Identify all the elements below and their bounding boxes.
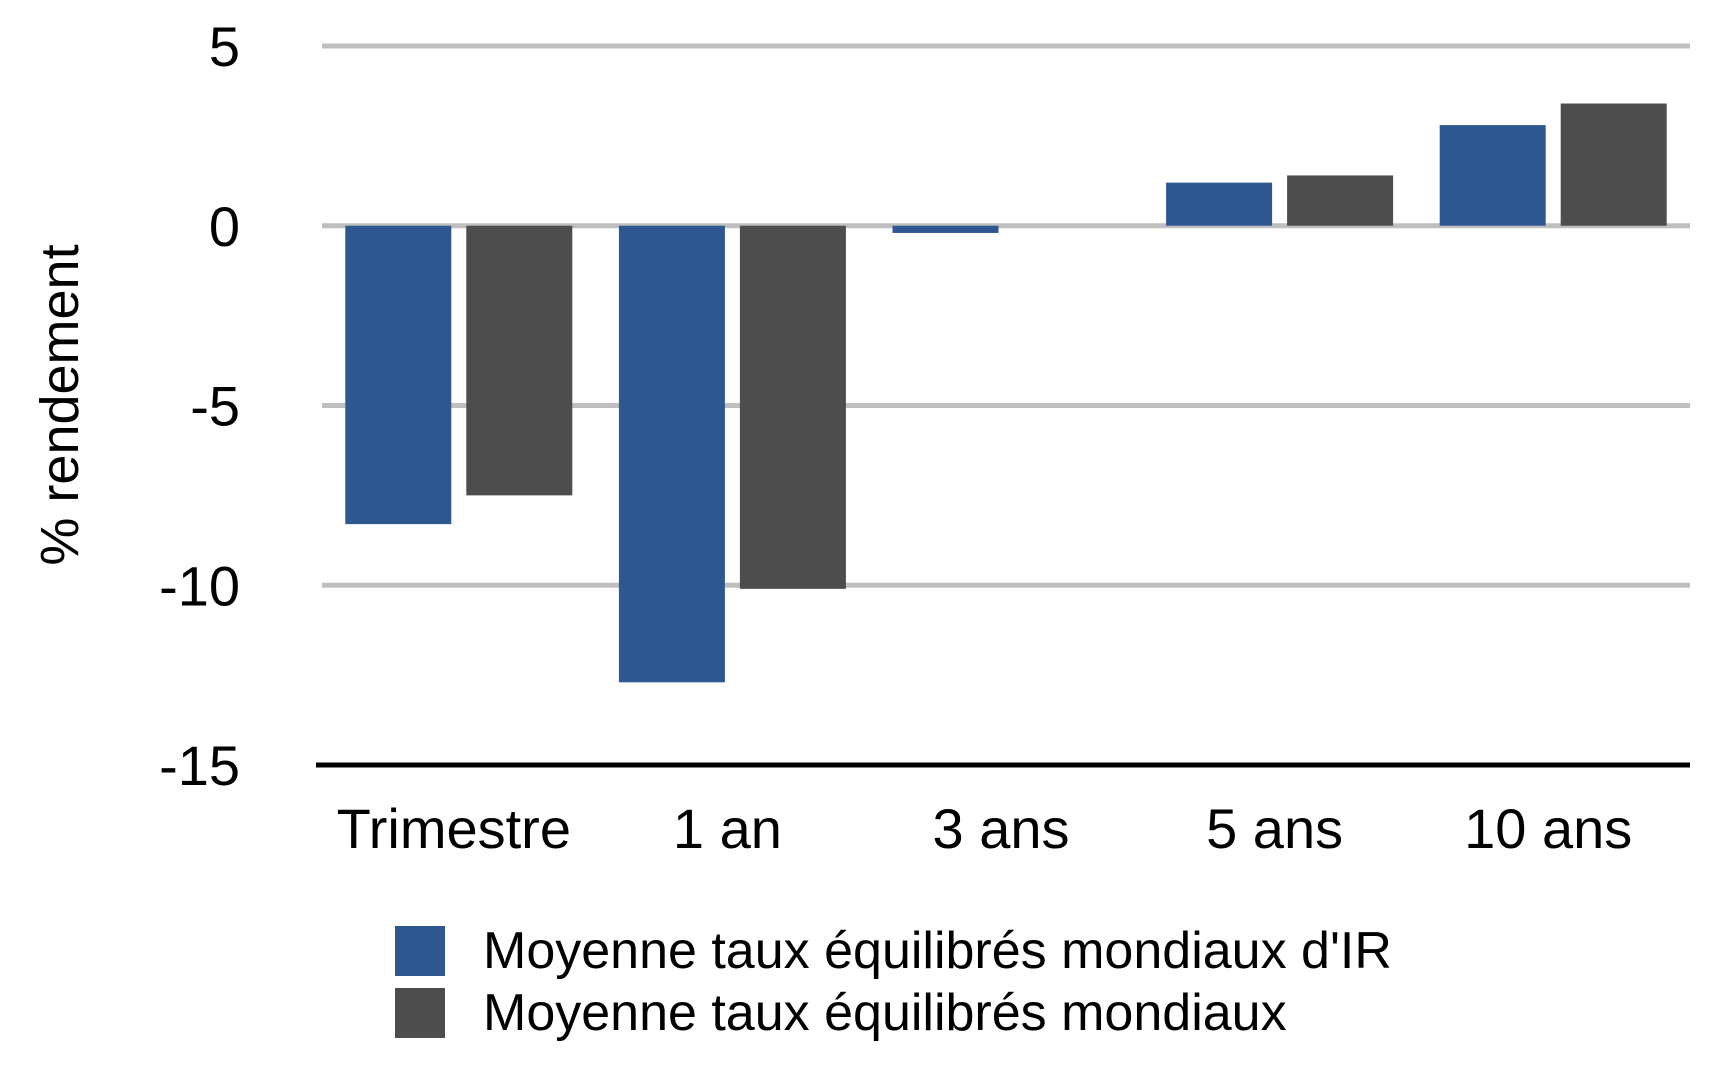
- legend-label-global: Moyenne taux équilibrés mondiaux: [483, 984, 1287, 1042]
- y-axis-title: % rendement: [30, 244, 90, 565]
- legend-swatch-global: [395, 988, 445, 1038]
- y-tick-label-3: -10: [159, 554, 240, 617]
- y-tick-label-2: -5: [190, 375, 240, 438]
- y-tick-label-4: -15: [159, 734, 240, 797]
- bars: [345, 103, 1667, 683]
- bar-ir-4: [1439, 125, 1546, 226]
- bar-ir-1: [618, 225, 725, 683]
- legend-swatch-ir: [395, 926, 445, 976]
- legend-item-global: Moyenne taux équilibrés mondiaux: [395, 982, 1392, 1044]
- y-tick-label-1: 0: [209, 195, 240, 258]
- bar-global-0: [466, 225, 573, 496]
- y-axis-ticks: 5 0 -5 -10 -15: [159, 15, 240, 797]
- x-tick-label-2: 3 ans: [933, 797, 1070, 860]
- bar-ir-3: [1166, 182, 1273, 226]
- x-tick-label-0: Trimestre: [337, 797, 571, 860]
- bar-ir-2: [892, 225, 999, 233]
- legend-item-ir: Moyenne taux équilibrés mondiaux d'IR: [395, 920, 1392, 982]
- bar-ir-0: [345, 225, 452, 525]
- y-tick-label-0: 5: [209, 15, 240, 78]
- legend-label-ir: Moyenne taux équilibrés mondiaux d'IR: [483, 922, 1392, 980]
- x-axis-ticks: Trimestre 1 an 3 ans 5 ans 10 ans: [337, 797, 1633, 860]
- bar-global-4: [1560, 103, 1667, 226]
- bar-global-1: [739, 225, 846, 589]
- bar-global-3: [1287, 175, 1394, 226]
- x-tick-label-4: 10 ans: [1464, 797, 1632, 860]
- x-tick-label-1: 1 an: [673, 797, 782, 860]
- x-tick-label-3: 5 ans: [1206, 797, 1343, 860]
- legend: Moyenne taux équilibrés mondiaux d'IR Mo…: [395, 920, 1392, 1044]
